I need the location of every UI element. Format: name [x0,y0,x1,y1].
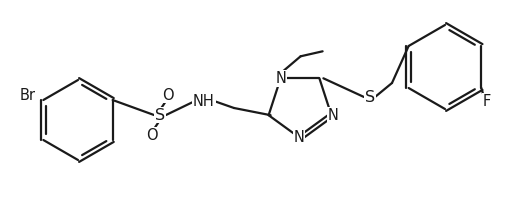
Text: N: N [328,108,339,123]
Text: N: N [294,131,305,146]
Text: O: O [146,127,158,143]
Text: N: N [275,71,286,86]
Text: S: S [365,89,375,104]
Text: F: F [482,94,491,109]
Text: Br: Br [19,89,35,103]
Text: NH: NH [193,94,215,109]
Text: O: O [162,88,174,103]
Text: S: S [155,108,165,123]
